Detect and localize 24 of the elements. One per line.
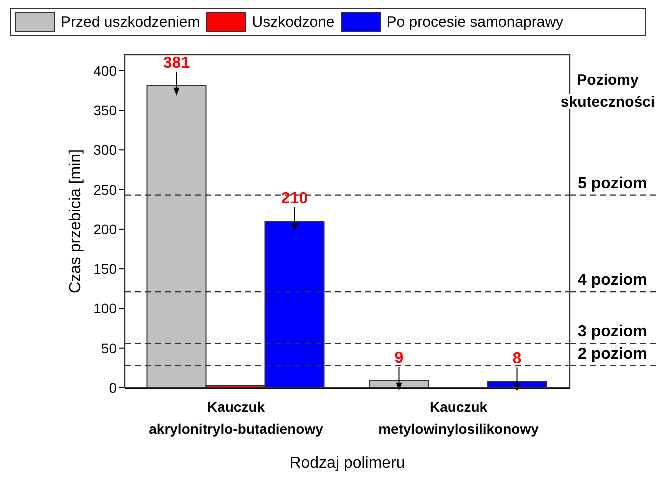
y-tick-label: 50	[101, 340, 118, 356]
y-tick-label: 350	[94, 102, 118, 118]
y-tick-label: 400	[94, 62, 118, 79]
data-label: 9	[394, 350, 404, 367]
y-axis-title: Czas przebicia [min]	[68, 149, 85, 294]
x-axis-title: Rodzaj polimeru	[290, 455, 406, 472]
y-tick-label: 100	[94, 300, 118, 317]
legend-label: Przed uszkodzeniem	[61, 14, 200, 30]
y-tick-label: 300	[94, 142, 118, 158]
data-label: 381	[163, 54, 190, 72]
data-label: 8	[512, 350, 522, 368]
data-label: 210	[281, 190, 308, 208]
y-tick-label: 250	[94, 182, 118, 198]
y-tick-label: 200	[94, 221, 118, 238]
x-tick-label: Kauczuk metylowinylosilikonowy	[378, 399, 540, 437]
y-tick-label: 0	[109, 380, 118, 396]
ref-line-label: 5 poziom	[578, 175, 648, 192]
y-tick-label: 150	[94, 261, 118, 278]
ref-line-label: 2 poziom	[578, 346, 648, 363]
legend-label: Po procesie samonaprawy	[386, 14, 564, 30]
ref-line-label: 4 poziom	[578, 272, 648, 290]
ref-line-label: 3 poziom	[578, 324, 648, 341]
legend-label: Uszkodzone	[252, 14, 335, 30]
x-tick-label: Kauczuk akrylonitrylo-butadienowy	[149, 399, 324, 437]
